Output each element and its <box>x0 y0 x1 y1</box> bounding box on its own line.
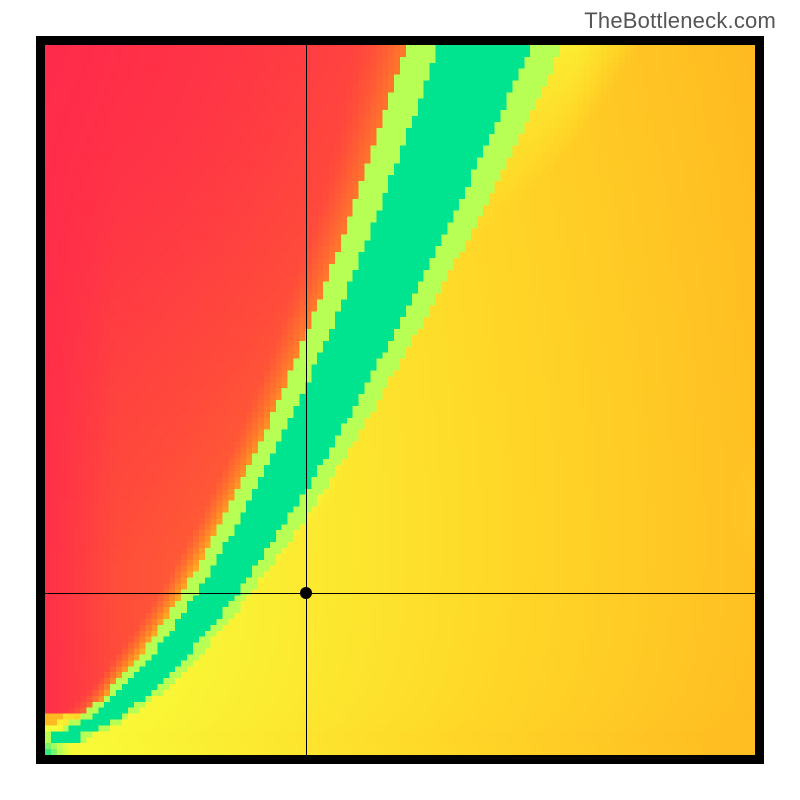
chart-container: TheBottleneck.com <box>0 0 800 800</box>
heatmap-canvas <box>45 45 755 755</box>
plot-frame <box>36 36 764 764</box>
watermark-text: TheBottleneck.com <box>584 8 776 34</box>
